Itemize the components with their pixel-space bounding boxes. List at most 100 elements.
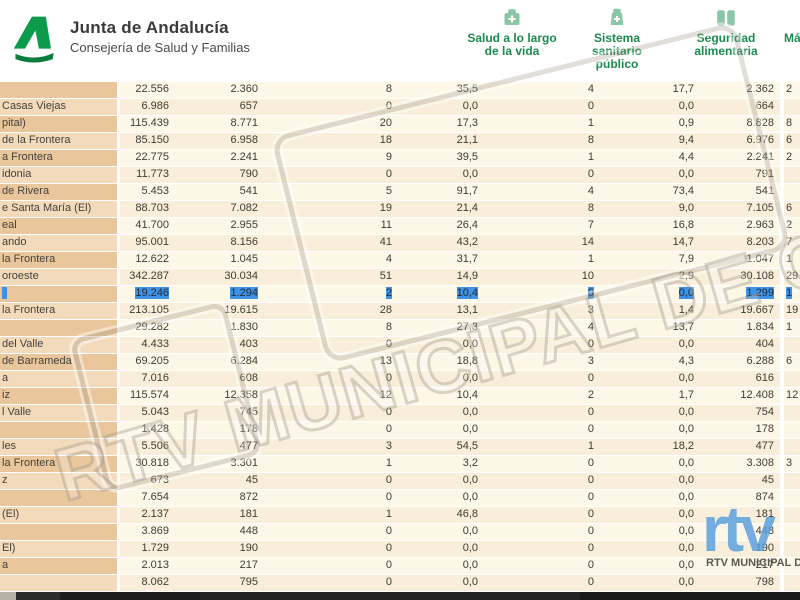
table-cell[interactable]: 6.958 <box>175 133 264 149</box>
table-cell[interactable]: 0,0 <box>396 558 484 574</box>
table-cell[interactable]: 4,4 <box>600 150 700 166</box>
table-cell[interactable]: 14,7 <box>600 235 700 251</box>
row-label[interactable]: pital) <box>0 116 117 132</box>
table-cell-clipped[interactable] <box>784 371 800 387</box>
table-row[interactable]: pital) 115.439 8.771 20 17,3 1 0,9 8.828 8 <box>0 116 800 133</box>
table-row[interactable]: z 673 45 0 0,0 0 0,0 45 <box>0 473 800 490</box>
table-row[interactable]: 22.556 2.360 8 35,5 4 17,7 2.362 2 <box>0 82 800 99</box>
column-header-salud[interactable]: Salud a lo largo de la vida <box>456 6 568 58</box>
table-cell[interactable]: 4 <box>264 252 396 268</box>
table-cell[interactable]: 0,0 <box>396 473 484 489</box>
table-cell[interactable]: 30.818 <box>120 456 175 472</box>
table-cell-clipped[interactable] <box>784 507 800 523</box>
table-cell[interactable]: 7.654 <box>120 490 175 506</box>
table-cell-clipped[interactable] <box>784 575 800 591</box>
table-cell[interactable]: 0,0 <box>396 541 484 557</box>
table-cell[interactable]: 14 <box>484 235 600 251</box>
table-cell-clipped[interactable] <box>784 405 800 421</box>
table-cell[interactable]: 0 <box>484 575 600 591</box>
table-cell[interactable]: 69.205 <box>120 354 175 370</box>
table-cell[interactable]: 874 <box>700 490 780 506</box>
table-cell[interactable]: 51 <box>264 269 396 285</box>
table-cell[interactable]: 0,0 <box>396 337 484 353</box>
column-header-sistema[interactable]: Sistema sanitario público <box>561 6 673 71</box>
table-cell[interactable]: 13 <box>264 354 396 370</box>
table-cell[interactable]: 1.729 <box>120 541 175 557</box>
table-cell[interactable]: 798 <box>700 575 780 591</box>
table-cell[interactable]: 3 <box>484 303 600 319</box>
table-cell[interactable]: 43,2 <box>396 235 484 251</box>
table-cell[interactable]: 10,4 <box>396 286 484 302</box>
table-row[interactable]: 3.869 448 0 0,0 0 0,0 448 <box>0 524 800 541</box>
row-label[interactable]: la Frontera <box>0 456 117 472</box>
table-cell[interactable]: 18,2 <box>600 439 700 455</box>
table-cell-clipped[interactable]: 19 <box>784 303 800 319</box>
table-cell[interactable]: 8 <box>484 201 600 217</box>
table-cell[interactable]: 9 <box>264 150 396 166</box>
table-cell[interactable]: 8.771 <box>175 116 264 132</box>
table-cell[interactable]: 2.963 <box>700 218 780 234</box>
table-cell[interactable]: 115.574 <box>120 388 175 404</box>
table-cell[interactable]: 6.284 <box>175 354 264 370</box>
row-label[interactable]: de Barrameda <box>0 354 117 370</box>
table-cell[interactable]: 0 <box>484 456 600 472</box>
row-label[interactable]: iz <box>0 388 117 404</box>
table-cell[interactable]: 0,0 <box>396 422 484 438</box>
row-label[interactable]: ando <box>0 235 117 251</box>
table-row[interactable]: la Frontera 213.105 19.615 28 13,1 3 1,4 19.667… <box>0 303 800 320</box>
table-cell[interactable]: 4 <box>484 82 600 98</box>
table-cell-clipped[interactable] <box>784 524 800 540</box>
table-cell[interactable]: 8 <box>264 82 396 98</box>
table-cell[interactable]: 26,4 <box>396 218 484 234</box>
table-row[interactable]: ando 95.001 8.156 41 43,2 14 14,7 8.203 7 <box>0 235 800 252</box>
table-cell[interactable]: 4,3 <box>600 354 700 370</box>
table-cell[interactable]: 1 <box>484 252 600 268</box>
row-label[interactable]: les <box>0 439 117 455</box>
row-label[interactable]: de Rivera <box>0 184 117 200</box>
table-cell[interactable]: 616 <box>700 371 780 387</box>
table-cell[interactable]: 2 <box>264 286 396 302</box>
table-cell[interactable]: 0,0 <box>396 490 484 506</box>
table-cell-clipped[interactable]: 7 <box>784 235 800 251</box>
table-cell[interactable]: 21,4 <box>396 201 484 217</box>
table-cell[interactable]: 73,4 <box>600 184 700 200</box>
table-cell-clipped[interactable] <box>784 422 800 438</box>
row-label[interactable] <box>0 490 117 506</box>
table-cell[interactable]: 19.667 <box>700 303 780 319</box>
row-label[interactable]: a <box>0 371 117 387</box>
table-cell[interactable]: 541 <box>700 184 780 200</box>
column-header-seguridad[interactable]: Seguridad alimentaria <box>670 6 782 58</box>
table-cell[interactable]: 0,0 <box>600 541 700 557</box>
table-cell[interactable]: 0,0 <box>396 167 484 183</box>
table-cell[interactable]: 8 <box>264 320 396 336</box>
table-row[interactable]: la Frontera 12.622 1.045 4 31,7 1 7,9 1.047 1 <box>0 252 800 269</box>
table-cell-clipped[interactable] <box>784 490 800 506</box>
table-cell[interactable]: 8.203 <box>700 235 780 251</box>
table-cell[interactable]: 9,0 <box>600 201 700 217</box>
table-cell[interactable]: 1.834 <box>700 320 780 336</box>
table-cell[interactable]: 5.506 <box>120 439 175 455</box>
table-cell[interactable]: 4 <box>484 184 600 200</box>
table-cell-clipped[interactable]: 2 <box>784 150 800 166</box>
table-cell[interactable]: 3,2 <box>396 456 484 472</box>
table-cell[interactable]: 3.869 <box>120 524 175 540</box>
table-cell[interactable]: 790 <box>175 167 264 183</box>
table-cell[interactable]: 217 <box>175 558 264 574</box>
table-cell[interactable]: 7.082 <box>175 201 264 217</box>
table-cell[interactable]: 31,7 <box>396 252 484 268</box>
table-cell[interactable]: 0,0 <box>600 371 700 387</box>
table-cell[interactable]: 7 <box>484 218 600 234</box>
table-cell[interactable]: 88.703 <box>120 201 175 217</box>
table-cell[interactable]: 85.150 <box>120 133 175 149</box>
row-label[interactable]: (El) <box>0 507 117 523</box>
table-cell[interactable]: 6.986 <box>120 99 175 115</box>
table-cell-clipped[interactable] <box>784 99 800 115</box>
table-cell[interactable]: 1.428 <box>120 422 175 438</box>
table-cell-clipped[interactable]: 2 <box>784 218 800 234</box>
table-cell[interactable]: 1,7 <box>600 388 700 404</box>
table-cell[interactable]: 0 <box>484 507 600 523</box>
table-cell[interactable]: 11 <box>264 218 396 234</box>
table-cell-clipped[interactable] <box>784 541 800 557</box>
table-cell[interactable]: 19.246 <box>120 286 175 302</box>
table-row[interactable]: a 7.016 608 0 0,0 0 0,0 616 <box>0 371 800 388</box>
